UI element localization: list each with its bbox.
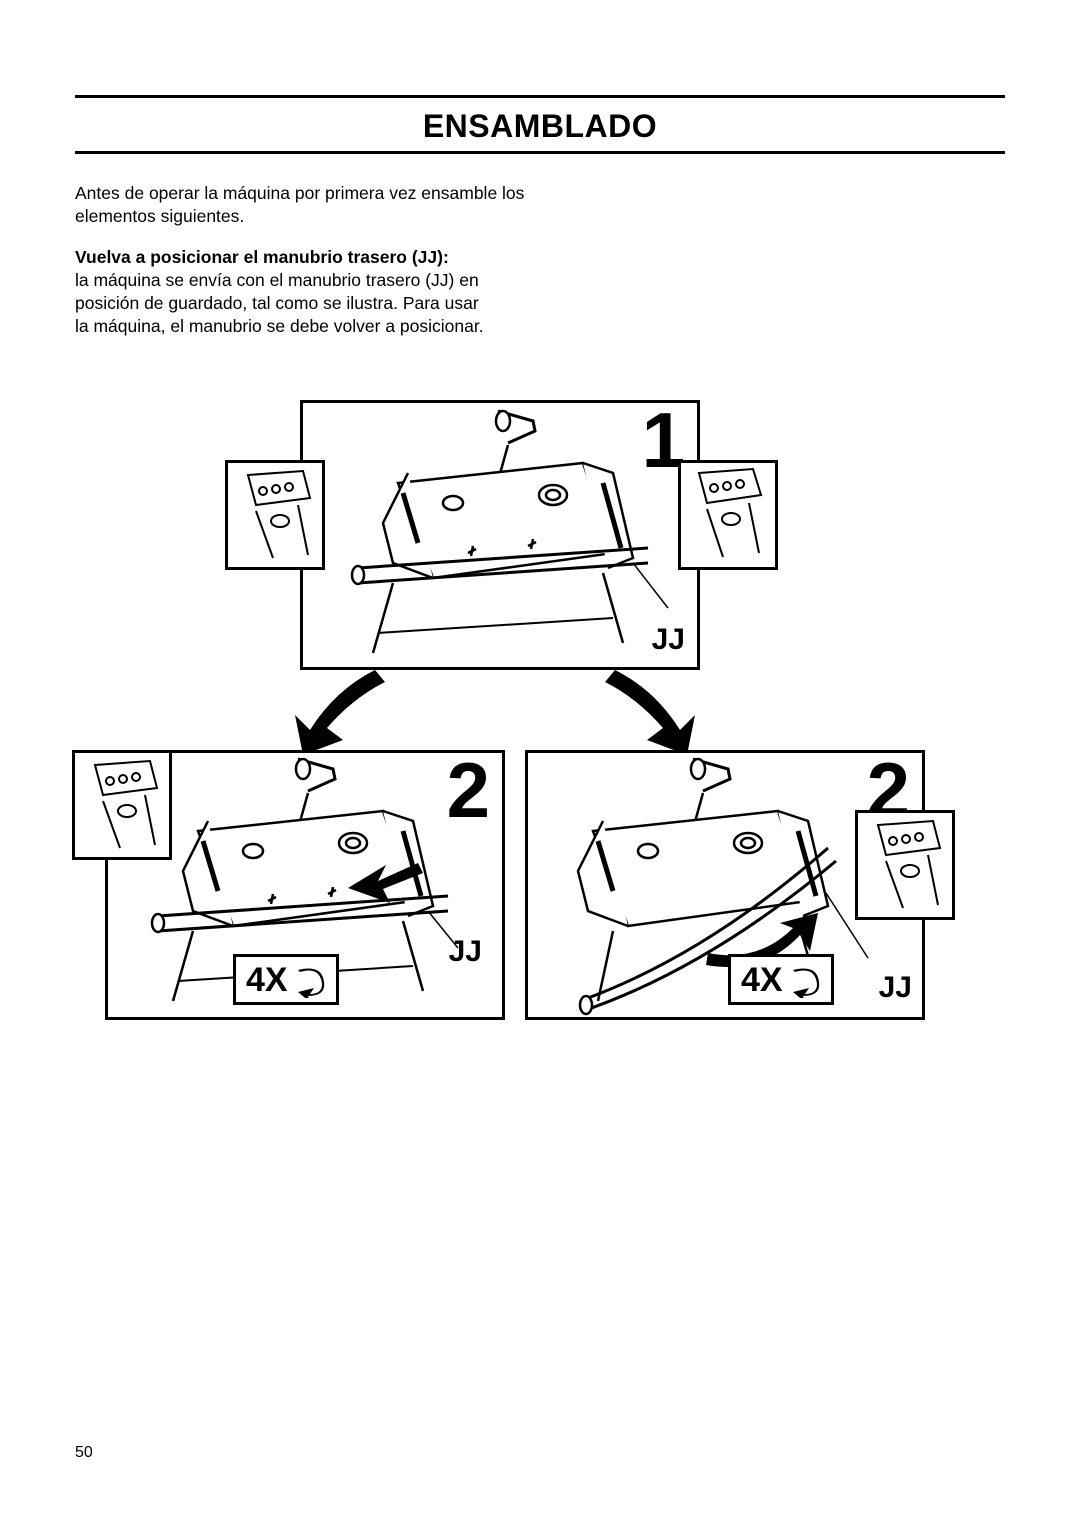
inset-detail-2-right <box>855 810 955 920</box>
instruction-paragraph: Vuelva a posicionar el manubrio trasero … <box>75 246 535 338</box>
label-jj-2r: JJ <box>879 971 912 1005</box>
fourx-box-right: 4X <box>728 954 834 1005</box>
intro-text: Antes de operar la máquina por primera v… <box>75 182 555 228</box>
flow-arrow-right <box>585 660 715 760</box>
label-jj-2l: JJ <box>449 935 482 969</box>
instruction-heading: Vuelva a posicionar el manubrio trasero … <box>75 247 449 267</box>
page-number: 50 <box>75 1444 93 1462</box>
panel-step-1: 1 JJ <box>300 400 700 670</box>
inset-detail-1-left <box>225 460 325 570</box>
flow-arrow-left <box>275 660 405 760</box>
diagram-area: 1 JJ <box>105 400 975 1080</box>
fourx-box-left: 4X <box>233 954 339 1005</box>
label-jj-1: JJ <box>652 623 685 657</box>
inset-detail-1-right <box>678 460 778 570</box>
inset-svg-2r <box>858 813 952 917</box>
instruction-line2: posición de guardado, tal como se ilustr… <box>75 293 479 313</box>
fourx-text-right: 4X <box>741 961 783 1000</box>
rotate-arrow-icon-right <box>789 964 821 998</box>
instruction-line1: la máquina se envía con el manubrio tras… <box>75 270 479 290</box>
step-number-2l: 2 <box>447 745 490 836</box>
inset-detail-2-left <box>72 750 172 860</box>
fourx-text-left: 4X <box>246 961 288 1000</box>
instruction-line3: la máquina, el manubrio se debe volver a… <box>75 316 484 336</box>
inset-svg-2l <box>75 753 169 857</box>
header-rule-top <box>75 95 1005 98</box>
header-rule-bottom <box>75 151 1005 154</box>
machine-illustration-1 <box>303 403 697 667</box>
page-title: ENSAMBLADO <box>75 106 1005 151</box>
inset-svg-1l <box>228 463 322 567</box>
rotate-arrow-icon-left <box>294 964 326 998</box>
inset-svg-1r <box>681 463 775 567</box>
